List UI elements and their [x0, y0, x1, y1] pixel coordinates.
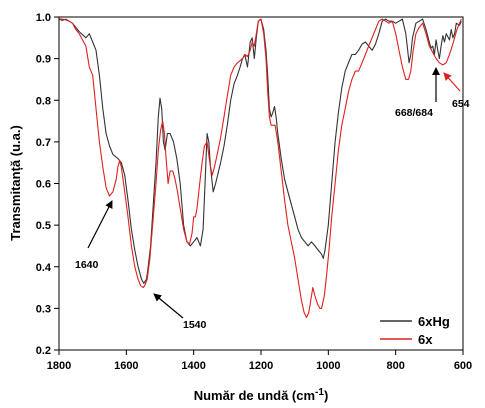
y-tick-label: 0.4 — [36, 262, 52, 274]
y-tick-label: 0.6 — [36, 179, 51, 191]
y-tick-label: 0.9 — [36, 54, 51, 66]
x-axis-title: Număr de undă (cm-1) — [194, 387, 329, 403]
x-tick-label: 1600 — [114, 360, 138, 372]
y-tick-label: 0.2 — [36, 345, 51, 357]
x-tick-label: 600 — [454, 360, 472, 372]
x-tick-label: 1400 — [181, 360, 205, 372]
y-tick-label: 1.0 — [36, 12, 51, 24]
annotation-label-668-684: 668/684 — [395, 107, 433, 119]
annotation-arrow-1540 — [153, 293, 184, 319]
y-tick-label: 0.3 — [36, 303, 51, 315]
annotation-layer: 1640 1540 668/684 654 — [75, 67, 470, 331]
legend-label-6xHg: 6xHg — [418, 314, 450, 329]
series-layer — [58, 18, 462, 319]
x-tick-label: 800 — [386, 360, 404, 372]
y-axis-ticks: 0.2 0.3 0.4 0.5 0.6 0.7 0.8 0.9 1.0 — [36, 12, 59, 357]
x-axis-title-superscript: -1 — [315, 387, 324, 398]
x-tick-label: 1800 — [47, 360, 71, 372]
annotation-label-1540: 1540 — [183, 319, 207, 331]
x-tick-label: 1200 — [249, 360, 273, 372]
annotation-label-654: 654 — [452, 98, 470, 110]
y-tick-label: 0.7 — [36, 137, 51, 149]
legend-label-6x: 6x — [418, 332, 433, 347]
x-axis-title-main: Număr de undă (cm — [194, 388, 315, 403]
legend: 6xHg 6x — [380, 314, 450, 347]
y-tick-label: 0.5 — [36, 220, 51, 232]
annotation-arrow-654 — [443, 72, 461, 92]
y-axis-title: Transmitanță (u.a.) — [8, 125, 23, 241]
series-line-6x — [59, 18, 462, 319]
series-line-6xHg — [58, 18, 462, 284]
x-axis-ticks: 1800 1600 1400 1200 1000 800 600 — [47, 350, 472, 372]
x-tick-label: 1000 — [316, 360, 340, 372]
annotation-label-1640: 1640 — [75, 259, 99, 271]
y-tick-label: 0.8 — [36, 95, 51, 107]
annotation-arrow-1640 — [87, 200, 113, 249]
x-axis-title-close: ) — [324, 388, 328, 403]
